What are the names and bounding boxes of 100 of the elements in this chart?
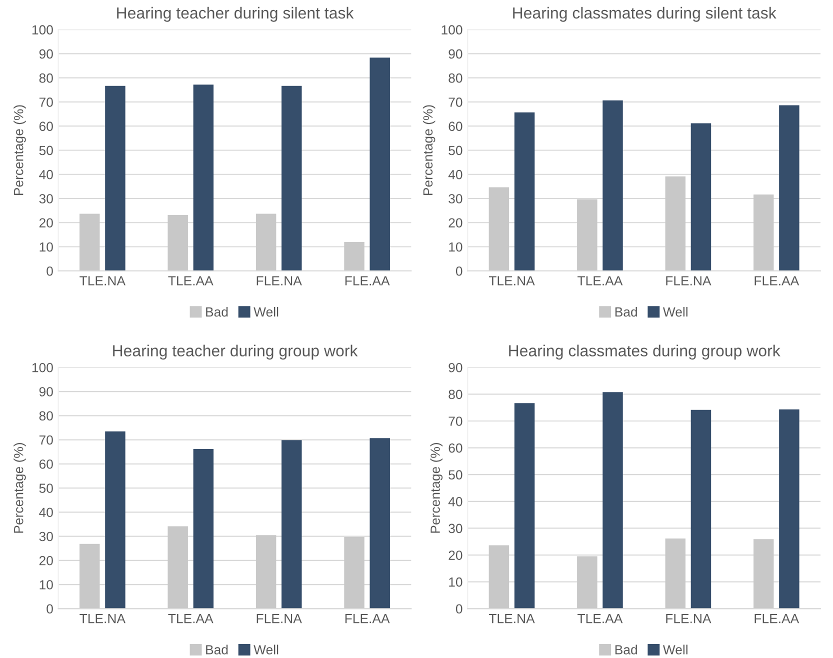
x-tick-label: FLE.NA <box>666 614 712 624</box>
y-tick-label: 20 <box>39 218 53 228</box>
bar <box>168 526 188 609</box>
y-tick-label: 40 <box>448 496 462 506</box>
y-tick-label: 70 <box>39 98 53 107</box>
y-tick-label: 0 <box>46 266 53 276</box>
bar <box>370 58 390 271</box>
y-tick-label: 80 <box>448 73 462 83</box>
y-tick-label: 40 <box>448 170 462 180</box>
bar <box>193 84 214 271</box>
x-tick-label: TLE.AA <box>168 276 214 286</box>
y-tick-label: 60 <box>39 122 53 132</box>
y-tick-label: 30 <box>39 194 53 204</box>
chart-title: Hearing teacher during group work <box>113 344 358 360</box>
x-tick-label: FLE.AA <box>345 614 390 624</box>
y-axis-title: Percentage (%) <box>422 105 436 195</box>
bar <box>779 409 800 609</box>
chart-title: Hearing classmates during silent task <box>513 6 776 22</box>
y-tick-label: 60 <box>448 443 462 453</box>
bar <box>344 242 364 271</box>
bar <box>168 214 188 271</box>
legend-label: Bad <box>615 644 637 654</box>
y-axis-title: Percentage (%) <box>14 105 26 195</box>
y-axis-title: Percentage (%) <box>430 442 443 533</box>
bar <box>665 538 686 609</box>
x-tick-label: FLE.NA <box>256 276 302 286</box>
legend-label: Bad <box>206 306 228 317</box>
bar <box>193 448 214 609</box>
y-tick-label: 10 <box>40 580 53 590</box>
x-tick-label: TLE.AA <box>578 614 623 624</box>
x-tick-label: TLE.NA <box>80 614 126 624</box>
bar <box>779 105 800 271</box>
bar <box>602 392 623 609</box>
bar <box>80 544 100 609</box>
bar <box>753 194 774 271</box>
y-tick-label: 70 <box>448 416 462 426</box>
bar <box>753 539 774 609</box>
bar <box>488 187 510 271</box>
y-tick-label: 90 <box>39 49 53 59</box>
bar <box>80 214 100 271</box>
y-axis-title: Percentage (%) <box>14 442 26 533</box>
y-tick-label: 50 <box>448 146 462 156</box>
y-tick-label: 90 <box>448 362 462 372</box>
chart-title: Hearing teacher during silent task <box>117 6 354 22</box>
y-tick-label: 30 <box>448 524 462 534</box>
y-tick-label: 0 <box>456 266 462 276</box>
y-tick-label: 70 <box>448 98 462 107</box>
bar <box>514 403 535 609</box>
y-tick-label: 10 <box>449 577 462 587</box>
legend-label: Bad <box>206 644 228 654</box>
y-tick-label: 100 <box>32 362 53 372</box>
chart-title: Hearing classmates during group work <box>509 344 780 360</box>
y-tick-label: 30 <box>39 532 53 542</box>
y-tick-label: 60 <box>448 122 462 132</box>
x-tick-label: FLE.NA <box>666 276 712 286</box>
y-tick-label: 50 <box>39 146 53 156</box>
y-tick-label: 0 <box>46 604 53 614</box>
legend-label: Well <box>662 644 688 654</box>
y-tick-label: 90 <box>39 387 53 396</box>
bar <box>602 100 623 271</box>
y-tick-label: 70 <box>39 435 53 445</box>
x-tick-label: TLE.AA <box>578 276 623 286</box>
x-tick-label: TLE.NA <box>488 614 535 624</box>
y-tick-label: 20 <box>448 550 462 560</box>
bar <box>105 431 126 609</box>
y-tick-label: 50 <box>448 470 462 480</box>
bar <box>665 176 686 271</box>
legend-label: Bad <box>615 306 637 317</box>
legend-label: Well <box>662 306 688 317</box>
y-tick-label: 80 <box>448 390 462 400</box>
y-tick-label: 80 <box>39 411 53 421</box>
x-tick-label: FLE.AA <box>754 276 800 286</box>
y-tick-label: 30 <box>448 194 462 204</box>
y-tick-label: 20 <box>448 218 462 228</box>
bar <box>514 112 535 271</box>
bar <box>690 123 712 271</box>
bar <box>344 537 364 609</box>
bar <box>577 556 598 609</box>
bar <box>282 440 302 609</box>
bar <box>488 545 510 609</box>
bar <box>256 535 276 609</box>
y-tick-label: 0 <box>456 604 462 614</box>
bar <box>690 410 712 609</box>
y-tick-label: 90 <box>448 49 462 59</box>
y-tick-label: 10 <box>40 242 53 252</box>
x-tick-label: FLE.AA <box>754 614 800 624</box>
legend-label: Well <box>254 306 278 317</box>
x-tick-label: FLE.AA <box>345 276 390 286</box>
y-tick-label: 80 <box>39 73 53 83</box>
y-tick-label: 10 <box>449 242 462 252</box>
y-tick-label: 50 <box>39 484 53 493</box>
x-tick-label: FLE.NA <box>256 614 302 624</box>
y-tick-label: 60 <box>39 459 53 469</box>
bar <box>577 199 598 271</box>
legend-label: Well <box>254 644 278 654</box>
bar <box>370 438 390 609</box>
x-tick-label: TLE.AA <box>168 614 214 624</box>
y-tick-label: 40 <box>39 170 53 180</box>
x-tick-label: TLE.NA <box>488 276 535 286</box>
x-tick-label: TLE.NA <box>80 276 126 286</box>
